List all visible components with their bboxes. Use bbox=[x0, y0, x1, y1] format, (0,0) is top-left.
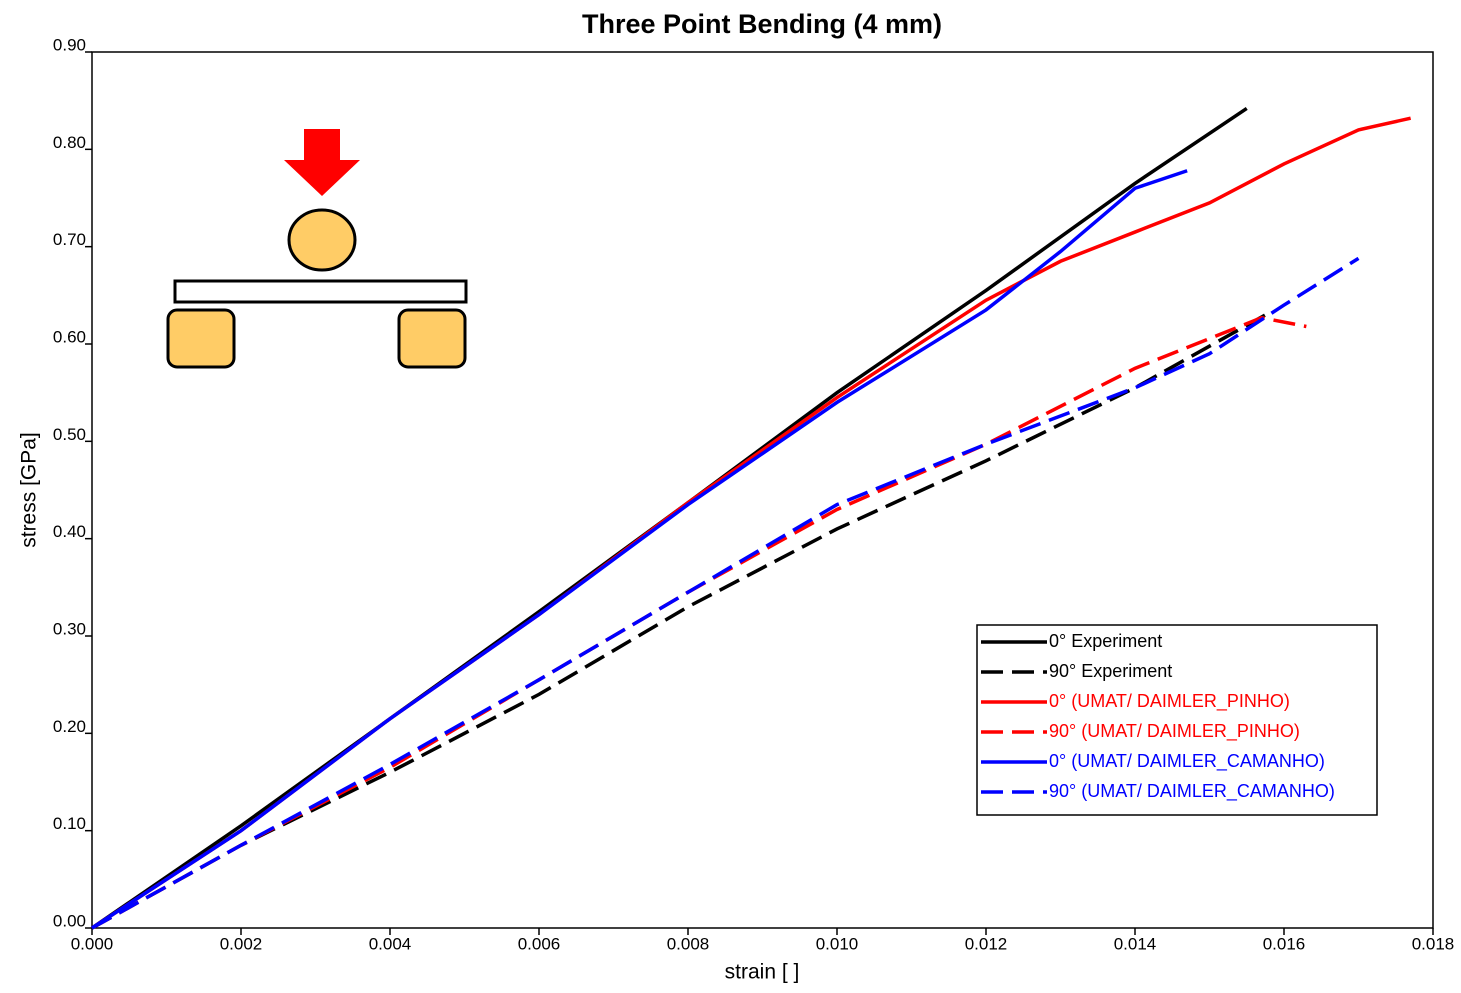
x-tick-label: 0.018 bbox=[1412, 934, 1455, 953]
x-tick-label: 0.002 bbox=[220, 934, 263, 953]
data-line bbox=[91, 256, 1360, 930]
legend-label: 90° Experiment bbox=[1049, 661, 1172, 681]
x-tick-label: 0.016 bbox=[1263, 934, 1306, 953]
y-tick-label: 0.40 bbox=[53, 522, 86, 541]
data-line bbox=[91, 315, 1307, 930]
y-tick-label: 0.10 bbox=[53, 814, 86, 833]
plot-frame bbox=[91, 51, 1434, 929]
y-tick-label: 0.90 bbox=[53, 35, 86, 54]
legend-label: 90° (UMAT/ DAIMLER_CAMANHO) bbox=[1049, 781, 1335, 802]
x-tick-label: 0.000 bbox=[71, 934, 114, 953]
legend-label: 90° (UMAT/ DAIMLER_PINHO) bbox=[1049, 721, 1300, 742]
x-tick-label: 0.010 bbox=[816, 934, 859, 953]
legend-label: 0° Experiment bbox=[1049, 631, 1162, 651]
x-tick-label: 0.006 bbox=[518, 934, 561, 953]
y-tick-label: 0.70 bbox=[53, 230, 86, 249]
legend-label: 0° (UMAT/ DAIMLER_CAMANHO) bbox=[1049, 751, 1325, 772]
loading-pin bbox=[287, 208, 357, 272]
legend-label: 0° (UMAT/ DAIMLER_PINHO) bbox=[1049, 691, 1290, 712]
x-axis-label: strain [ ] bbox=[725, 961, 800, 984]
y-tick-label: 0.50 bbox=[53, 425, 86, 444]
y-tick-label: 0.00 bbox=[53, 911, 86, 930]
y-tick-label: 0.80 bbox=[53, 133, 86, 152]
x-tick-label: 0.012 bbox=[965, 934, 1008, 953]
load-arrow-head bbox=[284, 160, 360, 196]
specimen-beam bbox=[173, 279, 468, 304]
support-left bbox=[166, 308, 236, 369]
data-line bbox=[91, 169, 1188, 930]
y-tick-label: 0.60 bbox=[53, 327, 86, 346]
legend: 0° Experiment 90° Experiment 0° (UMAT/ DAI… bbox=[976, 624, 1378, 816]
legend-box bbox=[976, 624, 1378, 816]
x-tick-label: 0.004 bbox=[369, 934, 412, 953]
y-axis-label: stress [GPa] bbox=[18, 432, 41, 548]
y-tick-label: 0.30 bbox=[53, 619, 86, 638]
chart-title: Three Point Bending (4 mm) bbox=[582, 9, 942, 39]
support-right bbox=[397, 308, 467, 369]
x-tick-label: 0.014 bbox=[1114, 934, 1157, 953]
load-arrow-shaft bbox=[304, 129, 340, 161]
bending-diagram bbox=[166, 129, 468, 369]
x-tick-label: 0.008 bbox=[667, 934, 710, 953]
y-tick-label: 0.20 bbox=[53, 717, 86, 736]
